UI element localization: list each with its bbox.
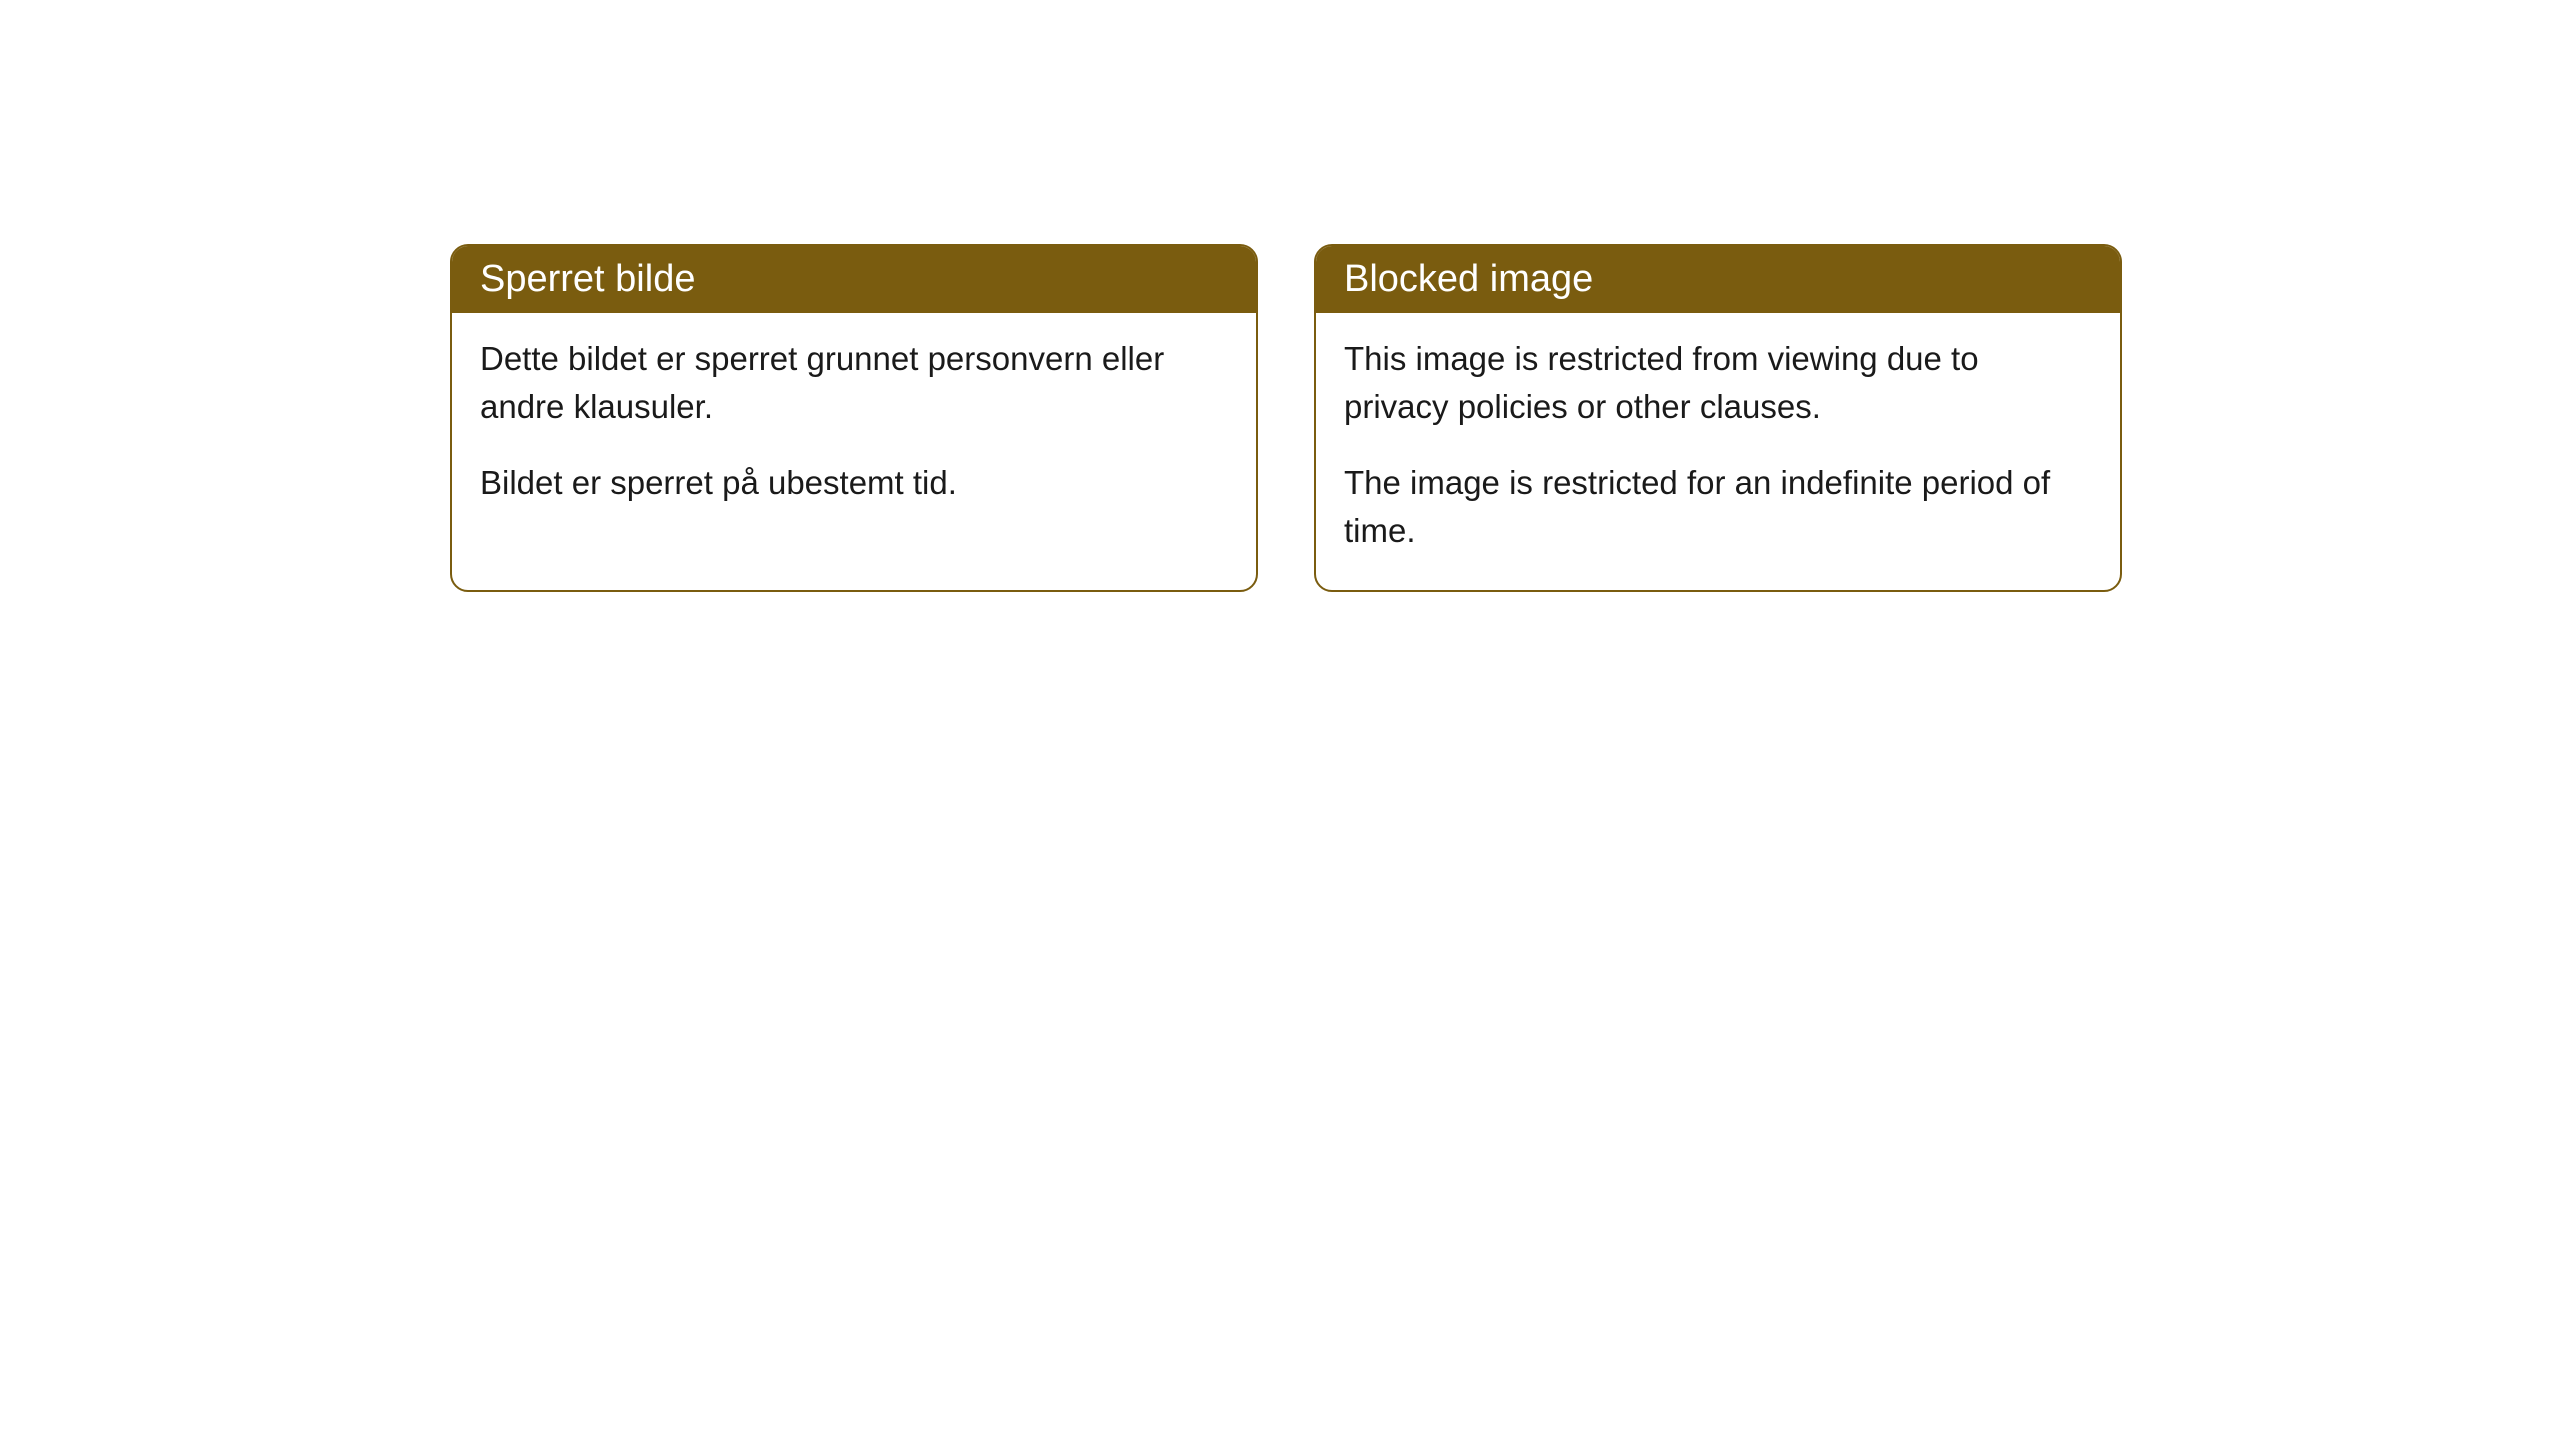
notice-card-norwegian: Sperret bilde Dette bildet er sperret gr… bbox=[450, 244, 1258, 592]
notice-card-body: This image is restricted from viewing du… bbox=[1316, 313, 2120, 590]
notice-card-body: Dette bildet er sperret grunnet personve… bbox=[452, 313, 1256, 543]
notice-paragraph-2: The image is restricted for an indefinit… bbox=[1344, 459, 2092, 555]
notice-paragraph-1: This image is restricted from viewing du… bbox=[1344, 335, 2092, 431]
notice-card-header: Sperret bilde bbox=[452, 246, 1256, 313]
notice-paragraph-2: Bildet er sperret på ubestemt tid. bbox=[480, 459, 1228, 507]
notice-card-english: Blocked image This image is restricted f… bbox=[1314, 244, 2122, 592]
notice-card-header: Blocked image bbox=[1316, 246, 2120, 313]
notice-paragraph-1: Dette bildet er sperret grunnet personve… bbox=[480, 335, 1228, 431]
notice-cards-container: Sperret bilde Dette bildet er sperret gr… bbox=[450, 244, 2122, 592]
